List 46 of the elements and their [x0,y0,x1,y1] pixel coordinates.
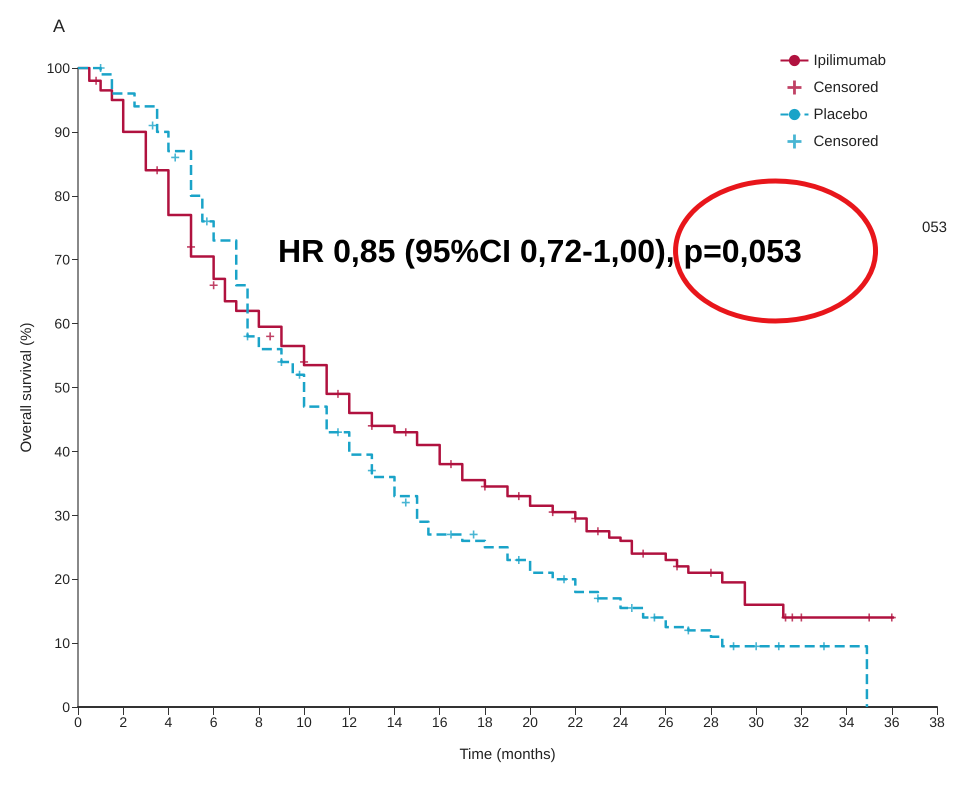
x-tick-label: 36 [884,714,900,730]
x-tick-label: 32 [794,714,810,730]
x-axis-title: Time (months) [459,746,556,763]
x-tick-label: 20 [522,714,538,730]
chart-title: A [53,16,66,36]
y-tick-label: 40 [54,443,70,460]
y-tick-label: 90 [54,124,70,140]
legend-label: Censored [813,79,879,96]
y-tick-label: 60 [54,316,70,332]
x-tick-label: 34 [838,714,855,730]
annotation: 053 [922,219,948,236]
x-tick-label: 38 [929,714,945,730]
annotation: HR 0,85 (95%CI 0,72-1,00), p=0,053 [278,233,802,269]
x-tick-label: 26 [658,714,674,730]
x-tick-label: 10 [296,714,312,730]
x-tick-label: 28 [703,714,719,730]
x-tick-label: 16 [432,714,448,730]
point [470,530,478,538]
x-tick-label: 12 [341,714,358,730]
y-tick-label: 100 [46,60,70,76]
point [210,281,218,290]
x-tick-label: 22 [568,714,584,730]
y-tick-label: 20 [54,571,70,588]
point [402,498,410,507]
x-tick-label: 24 [612,714,629,730]
x-tick-label: 4 [164,714,173,730]
x-tick-label: 8 [254,714,263,730]
y-tick-label: 10 [54,635,70,652]
legend-label: Placebo [813,106,868,123]
point [266,332,274,340]
y-tick-label: 70 [54,252,70,268]
y-tick-label: 30 [54,507,70,524]
x-tick-label: 6 [210,714,218,730]
x-tick-label: 2 [119,714,128,730]
y-tick-label: 0 [62,699,70,715]
point [171,153,180,162]
y-axis-title: Overall survival (%) [18,322,35,453]
y-tick-label: 50 [54,380,70,396]
point [148,122,157,130]
x-tick-label: 14 [386,714,402,730]
x-tick-label: 30 [748,714,764,730]
x-tick-label: 18 [477,714,493,730]
legend-label: Ipilimumab [813,52,886,69]
x-tick-label: 0 [74,714,82,730]
y-tick-label: 80 [54,188,70,204]
legend-label: Censored [813,133,879,150]
